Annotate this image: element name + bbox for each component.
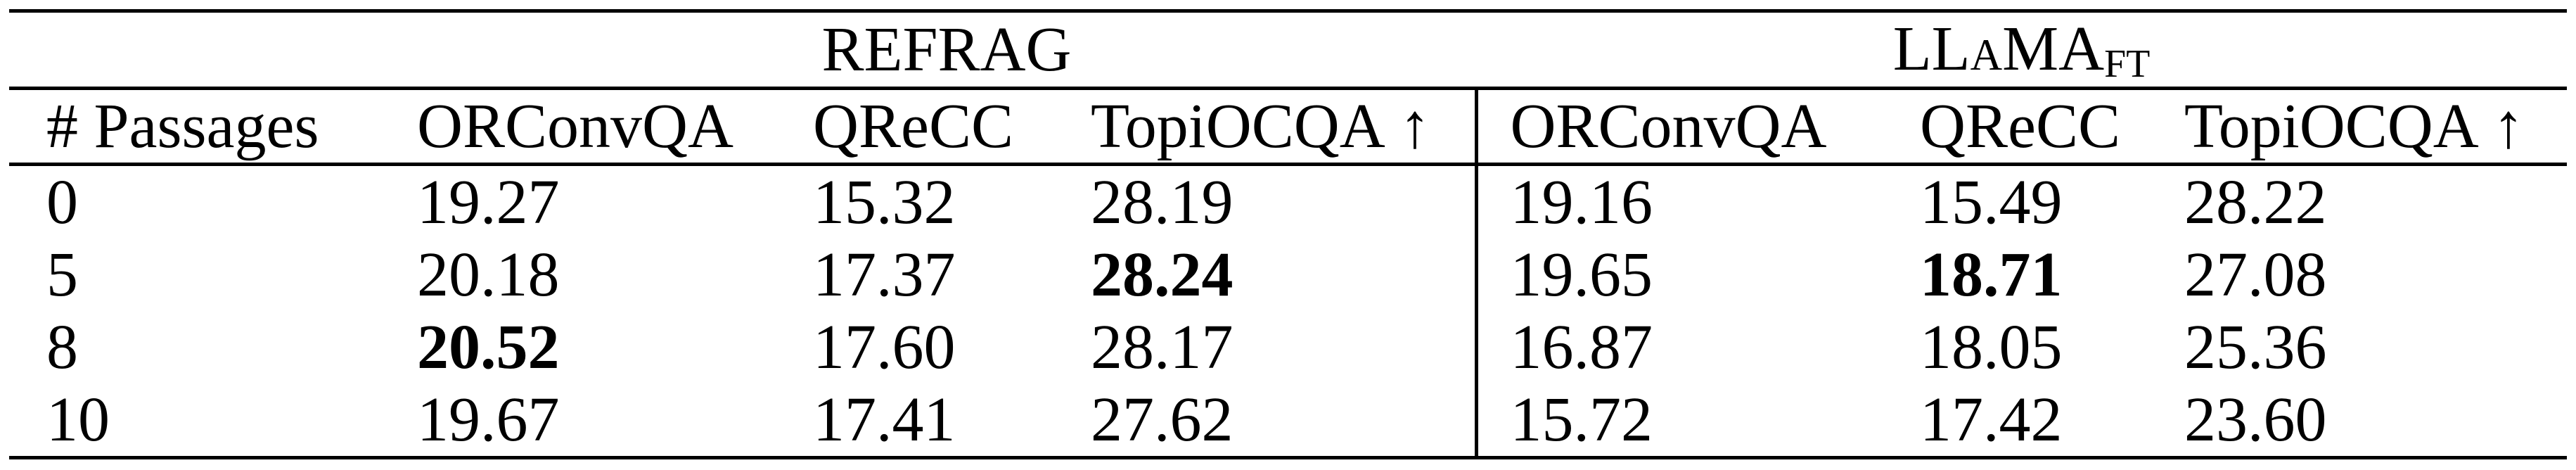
column-header-topiocqa-refrag: TopiOCQA ↑ [1091,88,1476,167]
group-header-refrag: REFRAG [417,11,1476,91]
group-label-llama: LLaMA [1892,14,2105,84]
up-arrow-icon: ↑ [2492,91,2525,162]
cell-value: 19.27 [417,167,560,238]
cell-value: 27.62 [1091,385,1233,455]
group-label-llama-subscript: FT [2104,42,2151,87]
group-header-row: REFRAG LLaMAFT [9,11,2567,91]
table-row: 0 19.27 15.32 28.19 19.16 15.49 28.22 [9,164,2567,239]
cell-value: 27.08 [2184,240,2327,310]
cell-value: 17.37 [813,240,956,310]
column-header-passages: # Passages [9,88,417,167]
cell-value: 23.60 [2184,385,2327,455]
group-header-llama-ft: LLaMAFT [1476,11,2567,91]
cell-value: 18.05 [1920,312,2063,383]
column-header-qrecc-llama: QReCC [1920,88,2184,167]
cell-value: 19.67 [417,385,560,455]
cell-value: 25.36 [2184,312,2327,383]
cell-value: 28.17 [1091,312,1233,383]
table-row: 8 20.52 17.60 28.17 16.87 18.05 25.36 [9,311,2567,384]
column-header-orconvqa-refrag: ORConvQA [417,88,813,167]
cell-passages: 8 [46,312,78,383]
table-row: 5 20.18 17.37 28.24 19.65 18.71 27.08 [9,239,2567,312]
cell-value: 20.52 [417,312,560,383]
cell-passages: 0 [46,167,78,238]
cell-value: 15.72 [1474,383,1920,458]
cell-value: 19.65 [1474,239,1920,312]
cell-value: 20.18 [417,240,560,310]
results-table: REFRAG LLaMAFT # Passages ORConvQA QReCC… [9,9,2567,460]
column-header-qrecc-refrag: QReCC [813,88,1091,167]
cell-passages: 10 [46,385,110,455]
cell-value: 17.42 [1920,385,2063,455]
cell-value: 28.22 [2184,167,2327,238]
column-header-row: # Passages ORConvQA QReCC TopiOCQA ↑ ORCo… [9,88,2567,167]
cell-value: 28.24 [1091,240,1233,310]
group-label-refrag: REFRAG [821,15,1072,85]
cell-value: 15.49 [1920,167,2063,238]
cell-passages: 5 [46,240,78,310]
group-header-spacer [9,11,417,91]
cell-value: 17.60 [813,312,956,383]
up-arrow-icon: ↑ [1399,91,1431,162]
cell-value: 15.32 [813,167,956,238]
table-row: 10 19.67 17.41 27.62 15.72 17.42 23.60 [9,383,2567,458]
cell-value: 16.87 [1474,311,1920,384]
column-header-orconvqa-llama: ORConvQA [1474,88,1920,167]
cell-value: 17.41 [813,385,956,455]
cell-value: 19.16 [1474,164,1920,239]
column-header-topiocqa-llama: TopiOCQA ↑ [2184,88,2567,167]
cell-value: 28.19 [1091,167,1233,238]
cell-value: 18.71 [1920,240,2063,310]
